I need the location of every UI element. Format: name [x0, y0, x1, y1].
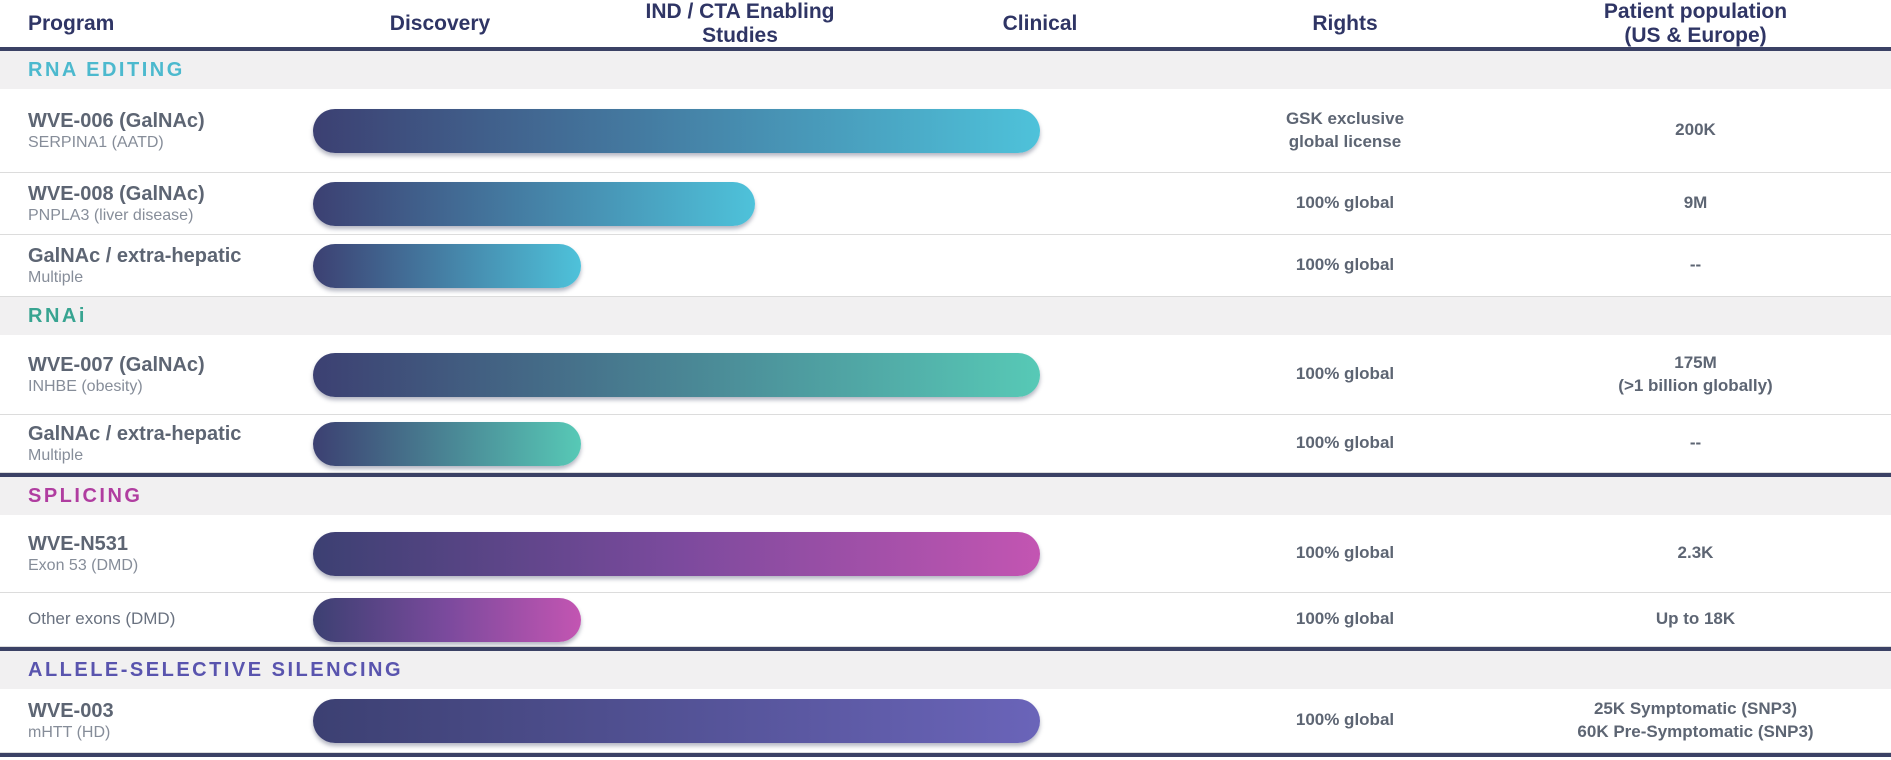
program-target: Multiple: [28, 446, 84, 464]
stage-progress-bar: [313, 243, 581, 288]
population-value: 9M: [1683, 193, 1708, 213]
rights-value: 100% global: [1295, 193, 1395, 213]
section-header-splicing: SPLICING: [0, 477, 1891, 515]
stage-progress-bar: [313, 531, 1040, 576]
program-name: WVE-006 (GalNAc): [28, 109, 205, 132]
program-name: Other exons (DMD): [28, 609, 176, 629]
program-name: WVE-008 (GalNAc): [28, 182, 205, 205]
pipeline-row: WVE-006 (GalNAc) SERPINA1 (AATD) GSK exclu…: [0, 89, 1891, 173]
program-cell: WVE-007 (GalNAc) INHBE (obesity): [0, 353, 290, 397]
stage-timeline-cell: [290, 515, 1190, 592]
section-label: RNAi: [28, 304, 87, 327]
program-cell: WVE-008 (GalNAc) PNPLA3 (liver disease): [0, 182, 290, 226]
column-header-rights: Rights: [1312, 11, 1378, 35]
stage-timeline-cell: [290, 689, 1190, 752]
program-cell: GalNAc / extra-hepatic Multiple: [0, 244, 290, 288]
program-target: Multiple: [28, 268, 84, 286]
program-cell: GalNAc / extra-hepatic Multiple: [0, 422, 290, 466]
program-cell: Other exons (DMD): [0, 609, 290, 629]
column-header-row: Program Discovery IND / CTA Enabling Stu…: [0, 0, 1891, 51]
rights-value: 100% global: [1295, 364, 1395, 384]
section-label: SPLICING: [28, 484, 143, 507]
column-header-ind-cta: IND / CTA Enabling Studies: [645, 0, 835, 47]
stage-timeline-cell: [290, 415, 1190, 472]
stage-progress-bar: [313, 352, 1040, 397]
section-rnai: RNAi WVE-007 (GalNAc) INHBE (obesity) 100% …: [0, 297, 1891, 473]
pipeline-row: GalNAc / extra-hepatic Multiple 100% globa…: [0, 235, 1891, 297]
stage-timeline-cell: [290, 593, 1190, 646]
rights-value: GSK exclusive global license: [1285, 109, 1405, 151]
population-value: 25K Symptomatic (SNP3) 60K Pre-Symptomat…: [1577, 699, 1814, 741]
section-header-rna-editing: RNA EDITING: [0, 51, 1891, 89]
rights-value: 100% global: [1295, 433, 1395, 453]
column-header-patient-population: Patient population (US & Europe): [1603, 0, 1788, 47]
pipeline-row: GalNAc / extra-hepatic Multiple 100% globa…: [0, 415, 1891, 473]
stage-timeline-cell: [290, 89, 1190, 172]
column-header-clinical: Clinical: [1002, 11, 1078, 35]
population-value: 2.3K: [1677, 543, 1714, 563]
program-target: Exon 53 (DMD): [28, 556, 139, 574]
pipeline-row: Other exons (DMD) 100% global Up to 18K: [0, 593, 1891, 647]
column-header-program: Program: [28, 11, 115, 35]
section-header-allele-selective-silencing: ALLELE-SELECTIVE SILENCING: [0, 651, 1891, 689]
section-splicing: SPLICING WVE-N531 Exon 53 (DMD) 100% global…: [0, 473, 1891, 647]
section-header-rnai: RNAi: [0, 297, 1891, 335]
program-cell: WVE-N531 Exon 53 (DMD): [0, 532, 290, 576]
program-target: INHBE (obesity): [28, 377, 143, 395]
pipeline-row: WVE-007 (GalNAc) INHBE (obesity) 100% glob…: [0, 335, 1891, 415]
stage-progress-bar: [313, 597, 581, 642]
rights-value: 100% global: [1295, 255, 1395, 275]
pipeline-row: WVE-N531 Exon 53 (DMD) 100% global 2.3K: [0, 515, 1891, 593]
pipeline-row: WVE-008 (GalNAc) PNPLA3 (liver disease) 10…: [0, 173, 1891, 235]
section-label: RNA EDITING: [28, 58, 185, 81]
stage-progress-bar: [313, 181, 755, 226]
program-name: WVE-003: [28, 699, 114, 722]
stage-progress-bar: [313, 421, 581, 466]
stage-timeline-cell: [290, 173, 1190, 234]
program-name: GalNAc / extra-hepatic: [28, 244, 242, 267]
stage-progress-bar: [313, 108, 1040, 153]
pipeline-sections: RNA EDITING WVE-006 (GalNAc) SERPINA1 (AAT…: [0, 51, 1891, 753]
stage-timeline-cell: [290, 235, 1190, 296]
stage-timeline-cell: [290, 335, 1190, 414]
population-value: Up to 18K: [1655, 609, 1736, 629]
population-value: 175M (>1 billion globally): [1618, 353, 1773, 395]
program-cell: WVE-006 (GalNAc) SERPINA1 (AATD): [0, 109, 290, 153]
section-label: ALLELE-SELECTIVE SILENCING: [28, 658, 404, 681]
population-value: 200K: [1675, 120, 1716, 140]
program-name: GalNAc / extra-hepatic: [28, 422, 242, 445]
program-name: WVE-N531: [28, 532, 129, 555]
pipeline-row: WVE-003 mHTT (HD) 100% global 25K Symptomat…: [0, 689, 1891, 753]
section-rna-editing: RNA EDITING WVE-006 (GalNAc) SERPINA1 (AAT…: [0, 51, 1891, 297]
column-header-discovery: Discovery: [389, 11, 491, 35]
program-cell: WVE-003 mHTT (HD): [0, 699, 290, 743]
program-name: WVE-007 (GalNAc): [28, 353, 205, 376]
population-value: --: [1689, 433, 1702, 453]
section-allele-selective-silencing: ALLELE-SELECTIVE SILENCING WVE-003 mHTT (H…: [0, 647, 1891, 753]
rights-value: 100% global: [1295, 543, 1395, 563]
stage-progress-bar: [313, 698, 1040, 743]
rights-value: 100% global: [1295, 609, 1395, 629]
bottom-divider: [0, 753, 1891, 757]
program-target: PNPLA3 (liver disease): [28, 206, 194, 224]
program-target: SERPINA1 (AATD): [28, 133, 164, 151]
rights-value: 100% global: [1295, 710, 1395, 730]
program-target: mHTT (HD): [28, 723, 111, 741]
population-value: --: [1689, 255, 1702, 275]
